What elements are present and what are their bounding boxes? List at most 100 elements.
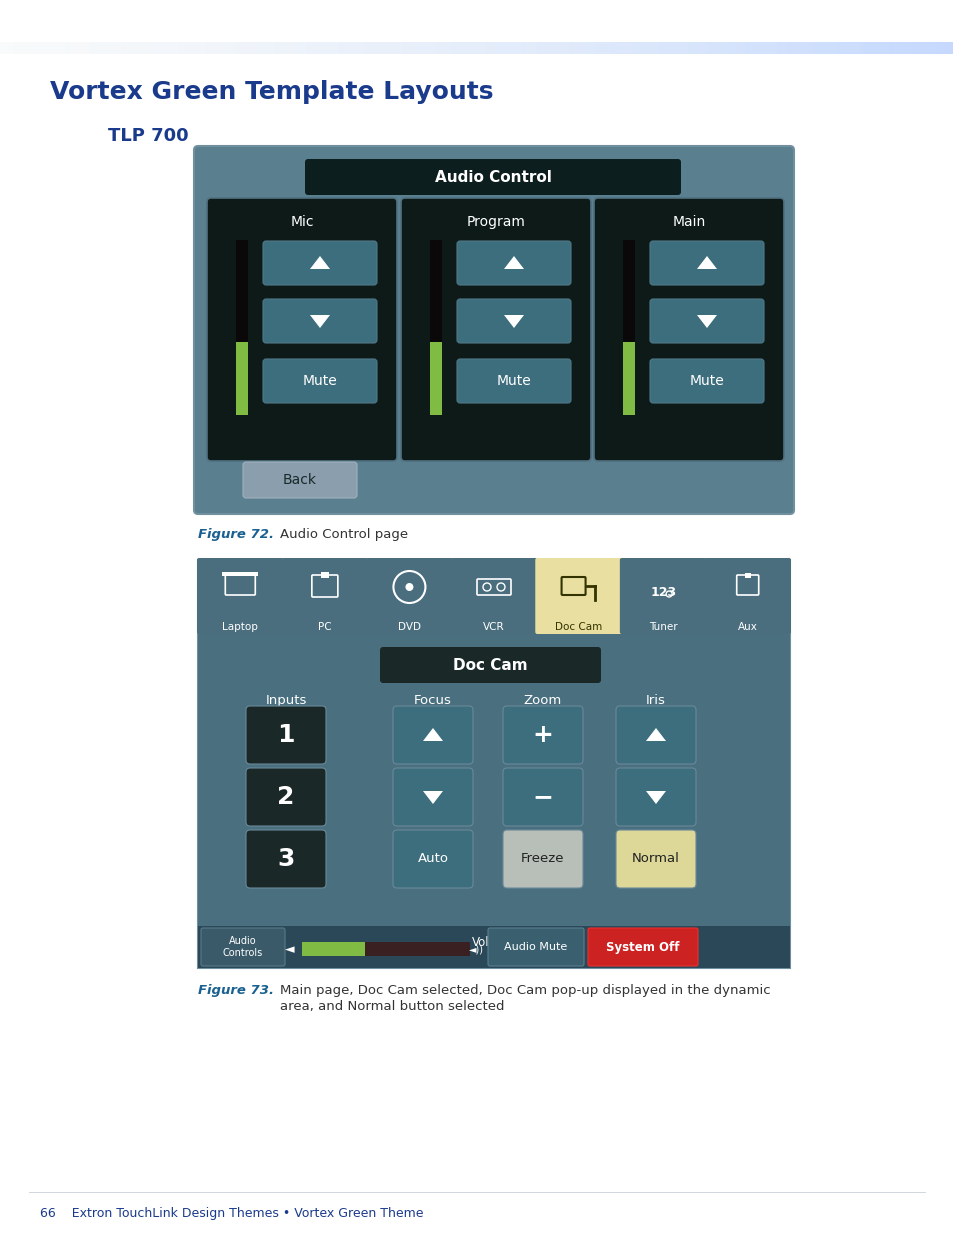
FancyBboxPatch shape — [649, 241, 763, 285]
FancyBboxPatch shape — [502, 830, 582, 888]
Text: Mic: Mic — [290, 215, 314, 228]
Text: Main: Main — [672, 215, 705, 228]
Bar — [622, 240, 635, 415]
Text: Aux: Aux — [737, 622, 757, 632]
Text: Auto: Auto — [417, 852, 448, 866]
Text: Volume: Volume — [472, 936, 516, 948]
FancyBboxPatch shape — [594, 198, 783, 461]
Text: Doc Cam: Doc Cam — [555, 622, 601, 632]
Bar — [198, 632, 789, 926]
FancyBboxPatch shape — [198, 559, 789, 968]
Text: Tuner: Tuner — [648, 622, 677, 632]
FancyBboxPatch shape — [616, 830, 696, 888]
Bar — [430, 342, 441, 415]
Bar — [320, 572, 329, 578]
FancyBboxPatch shape — [587, 927, 698, 966]
Bar — [235, 342, 248, 415]
Text: Back: Back — [283, 473, 316, 487]
Text: Inputs: Inputs — [265, 694, 306, 706]
FancyBboxPatch shape — [456, 359, 571, 403]
Text: Doc Cam: Doc Cam — [453, 657, 527, 673]
Text: Freeze: Freeze — [520, 852, 564, 866]
FancyBboxPatch shape — [302, 942, 470, 956]
Text: Main page, Doc Cam selected, Doc Cam pop-up displayed in the dynamic: Main page, Doc Cam selected, Doc Cam pop… — [280, 984, 770, 997]
Text: Audio Control: Audio Control — [435, 169, 551, 184]
FancyBboxPatch shape — [193, 146, 793, 514]
FancyBboxPatch shape — [649, 299, 763, 343]
Text: ◄)): ◄)) — [468, 945, 483, 955]
FancyBboxPatch shape — [703, 558, 790, 634]
FancyBboxPatch shape — [393, 706, 473, 764]
FancyBboxPatch shape — [302, 942, 365, 956]
FancyBboxPatch shape — [196, 558, 283, 634]
Text: PC: PC — [317, 622, 332, 632]
Text: Program: Program — [466, 215, 525, 228]
Text: Mute: Mute — [302, 374, 337, 388]
FancyBboxPatch shape — [535, 558, 621, 634]
FancyBboxPatch shape — [400, 198, 590, 461]
Bar — [235, 240, 248, 415]
Polygon shape — [697, 315, 717, 329]
Circle shape — [405, 583, 413, 592]
Polygon shape — [697, 256, 717, 269]
Text: Mute: Mute — [497, 374, 531, 388]
FancyBboxPatch shape — [305, 159, 680, 195]
Text: Audio Mute: Audio Mute — [504, 942, 567, 952]
FancyBboxPatch shape — [207, 198, 396, 461]
FancyBboxPatch shape — [243, 462, 356, 498]
FancyBboxPatch shape — [502, 706, 582, 764]
Text: Focus: Focus — [414, 694, 452, 706]
Polygon shape — [310, 315, 330, 329]
FancyBboxPatch shape — [450, 558, 537, 634]
Text: −: − — [532, 785, 553, 809]
Polygon shape — [310, 256, 330, 269]
Text: 123: 123 — [649, 585, 676, 599]
FancyBboxPatch shape — [502, 768, 582, 826]
Text: System Off: System Off — [605, 941, 679, 953]
Text: Figure 73.: Figure 73. — [198, 984, 274, 997]
Text: 1: 1 — [277, 722, 294, 747]
Polygon shape — [645, 790, 665, 804]
FancyBboxPatch shape — [488, 927, 583, 966]
Text: Zoom: Zoom — [523, 694, 561, 706]
FancyBboxPatch shape — [616, 768, 696, 826]
FancyBboxPatch shape — [379, 647, 600, 683]
Text: Figure 72.: Figure 72. — [198, 529, 274, 541]
Text: Laptop: Laptop — [222, 622, 258, 632]
Text: TLP 700: TLP 700 — [108, 127, 189, 144]
Text: area, and Normal button selected: area, and Normal button selected — [280, 1000, 504, 1013]
FancyBboxPatch shape — [616, 706, 696, 764]
Text: Audio Control page: Audio Control page — [280, 529, 408, 541]
FancyBboxPatch shape — [246, 830, 326, 888]
FancyBboxPatch shape — [263, 241, 376, 285]
Text: 2: 2 — [277, 785, 294, 809]
FancyBboxPatch shape — [246, 768, 326, 826]
Bar — [622, 342, 635, 415]
Polygon shape — [503, 256, 523, 269]
Text: Audio
Controls: Audio Controls — [223, 936, 263, 958]
Polygon shape — [645, 727, 665, 741]
Text: Mute: Mute — [689, 374, 723, 388]
Polygon shape — [503, 315, 523, 329]
FancyBboxPatch shape — [246, 706, 326, 764]
Text: Vortex Green Template Layouts: Vortex Green Template Layouts — [50, 80, 493, 104]
Bar — [222, 572, 258, 576]
Polygon shape — [422, 790, 442, 804]
FancyBboxPatch shape — [649, 359, 763, 403]
FancyBboxPatch shape — [619, 558, 705, 634]
FancyBboxPatch shape — [366, 558, 453, 634]
Text: VCR: VCR — [482, 622, 504, 632]
FancyBboxPatch shape — [281, 558, 368, 634]
Text: Normal: Normal — [632, 852, 679, 866]
Text: 66    Extron TouchLink Design Themes • Vortex Green Theme: 66 Extron TouchLink Design Themes • Vort… — [40, 1208, 423, 1220]
Text: ◄: ◄ — [285, 944, 294, 956]
FancyBboxPatch shape — [393, 768, 473, 826]
FancyBboxPatch shape — [393, 830, 473, 888]
FancyBboxPatch shape — [456, 299, 571, 343]
Bar — [744, 573, 750, 578]
Bar — [430, 240, 441, 415]
FancyBboxPatch shape — [201, 927, 285, 966]
FancyBboxPatch shape — [263, 359, 376, 403]
Text: 3: 3 — [277, 847, 294, 871]
Bar — [198, 559, 789, 632]
